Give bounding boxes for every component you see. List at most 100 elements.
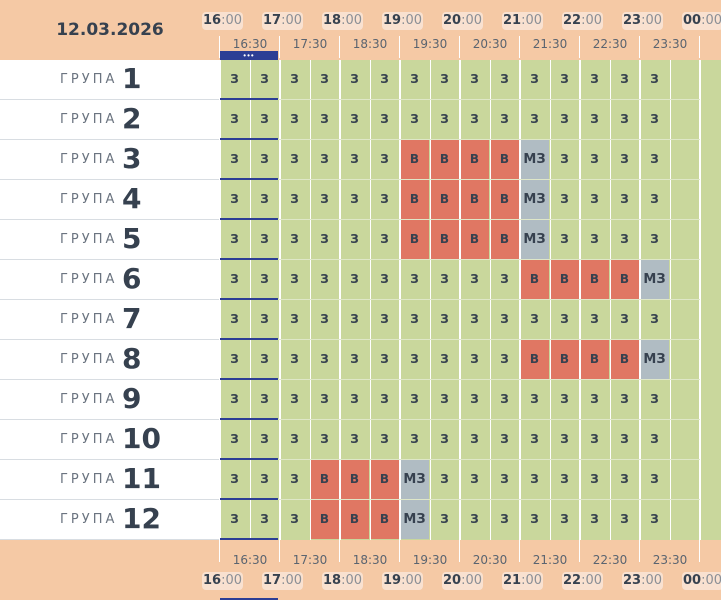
schedule-cell[interactable]: З	[340, 260, 369, 299]
schedule-cell[interactable]: З	[310, 420, 339, 459]
schedule-cell[interactable]: З	[490, 60, 519, 99]
schedule-cell[interactable]: З	[550, 380, 579, 419]
schedule-cell[interactable]: З	[640, 180, 669, 219]
schedule-cell[interactable]: З	[460, 60, 489, 99]
schedule-cell[interactable]: З	[370, 140, 399, 179]
schedule-cell[interactable]: МЗ	[520, 180, 549, 219]
schedule-cell[interactable]: З	[250, 180, 279, 219]
schedule-cell[interactable]: З	[580, 140, 609, 179]
schedule-cell[interactable]: З	[580, 300, 609, 339]
schedule-cell-overflow[interactable]	[670, 60, 699, 99]
schedule-cell[interactable]: З	[310, 60, 339, 99]
group-label-9[interactable]: ГРУПА 9	[0, 380, 220, 420]
schedule-cell[interactable]: З	[310, 180, 339, 219]
schedule-cell[interactable]: В	[340, 460, 369, 499]
schedule-cell[interactable]: З	[610, 460, 639, 499]
schedule-cell[interactable]: З	[340, 60, 369, 99]
schedule-cell[interactable]: В	[340, 500, 369, 539]
schedule-cell[interactable]: З	[370, 420, 399, 459]
schedule-cell[interactable]: З	[220, 300, 249, 339]
schedule-cell[interactable]: В	[490, 180, 519, 219]
schedule-cell[interactable]: З	[610, 60, 639, 99]
schedule-cell[interactable]: В	[490, 220, 519, 259]
schedule-cell[interactable]: З	[310, 140, 339, 179]
schedule-cell[interactable]: З	[460, 420, 489, 459]
schedule-cell[interactable]: В	[460, 140, 489, 179]
group-label-3[interactable]: ГРУПА 3	[0, 140, 220, 180]
schedule-cell[interactable]: З	[340, 380, 369, 419]
schedule-cell[interactable]: В	[580, 260, 609, 299]
group-label-1[interactable]: ГРУПА 1	[0, 60, 220, 100]
schedule-cell[interactable]: З	[280, 220, 309, 259]
group-label-10[interactable]: ГРУПА 10	[0, 420, 220, 460]
group-label-11[interactable]: ГРУПА 11	[0, 460, 220, 500]
schedule-cell[interactable]: МЗ	[400, 500, 429, 539]
schedule-cell[interactable]: З	[280, 260, 309, 299]
schedule-cell[interactable]: З	[490, 340, 519, 379]
schedule-cell[interactable]: З	[640, 220, 669, 259]
schedule-cell[interactable]: З	[220, 260, 249, 299]
schedule-cell[interactable]: З	[250, 380, 279, 419]
schedule-cell[interactable]: З	[280, 500, 309, 539]
schedule-cell[interactable]: З	[430, 260, 459, 299]
schedule-cell[interactable]: З	[550, 460, 579, 499]
schedule-cell[interactable]: З	[400, 100, 429, 139]
schedule-cell[interactable]: З	[550, 420, 579, 459]
schedule-cell[interactable]: З	[280, 460, 309, 499]
schedule-cell[interactable]: З	[460, 100, 489, 139]
schedule-cell[interactable]: З	[400, 380, 429, 419]
schedule-cell[interactable]: З	[610, 500, 639, 539]
schedule-cell-overflow[interactable]	[670, 380, 699, 419]
schedule-cell[interactable]: З	[610, 300, 639, 339]
schedule-cell[interactable]: В	[430, 180, 459, 219]
schedule-cell[interactable]: З	[460, 460, 489, 499]
schedule-cell-overflow[interactable]	[670, 460, 699, 499]
schedule-cell[interactable]: З	[520, 60, 549, 99]
schedule-cell-overflow[interactable]	[670, 300, 699, 339]
schedule-cell[interactable]: З	[550, 140, 579, 179]
schedule-cell[interactable]: З	[490, 420, 519, 459]
schedule-cell[interactable]: З	[520, 460, 549, 499]
schedule-cell[interactable]: З	[220, 420, 249, 459]
schedule-cell[interactable]: В	[460, 180, 489, 219]
schedule-cell[interactable]: З	[610, 220, 639, 259]
schedule-cell[interactable]: З	[610, 140, 639, 179]
schedule-cell[interactable]: З	[280, 300, 309, 339]
schedule-cell[interactable]: В	[430, 140, 459, 179]
schedule-cell[interactable]: З	[610, 380, 639, 419]
schedule-cell[interactable]: З	[610, 420, 639, 459]
schedule-cell[interactable]: З	[280, 180, 309, 219]
schedule-cell[interactable]: З	[580, 220, 609, 259]
schedule-cell[interactable]: З	[640, 100, 669, 139]
schedule-cell-overflow[interactable]	[670, 500, 699, 539]
schedule-cell[interactable]: З	[610, 100, 639, 139]
schedule-cell[interactable]: З	[550, 500, 579, 539]
schedule-cell[interactable]: З	[580, 380, 609, 419]
schedule-cell[interactable]: З	[310, 260, 339, 299]
schedule-cell[interactable]: З	[400, 340, 429, 379]
schedule-cell[interactable]: З	[610, 180, 639, 219]
schedule-cell[interactable]: З	[520, 100, 549, 139]
schedule-cell[interactable]: З	[550, 60, 579, 99]
schedule-cell[interactable]: З	[250, 500, 279, 539]
schedule-cell[interactable]: З	[490, 380, 519, 419]
schedule-cell[interactable]: В	[400, 180, 429, 219]
schedule-cell[interactable]: МЗ	[400, 460, 429, 499]
schedule-cell[interactable]: З	[340, 140, 369, 179]
schedule-cell[interactable]: З	[340, 340, 369, 379]
schedule-cell[interactable]: З	[580, 60, 609, 99]
schedule-cell[interactable]: З	[220, 180, 249, 219]
schedule-cell[interactable]: З	[370, 340, 399, 379]
schedule-cell[interactable]: В	[370, 460, 399, 499]
schedule-cell-overflow[interactable]	[670, 140, 699, 179]
schedule-cell[interactable]: З	[340, 180, 369, 219]
schedule-cell[interactable]: З	[340, 220, 369, 259]
schedule-cell[interactable]: З	[250, 100, 279, 139]
schedule-cell[interactable]: В	[370, 500, 399, 539]
schedule-cell[interactable]: З	[520, 380, 549, 419]
schedule-cell[interactable]: З	[580, 460, 609, 499]
schedule-cell[interactable]: З	[400, 420, 429, 459]
schedule-cell[interactable]: З	[220, 140, 249, 179]
schedule-cell[interactable]: З	[580, 100, 609, 139]
schedule-cell[interactable]: З	[430, 500, 459, 539]
